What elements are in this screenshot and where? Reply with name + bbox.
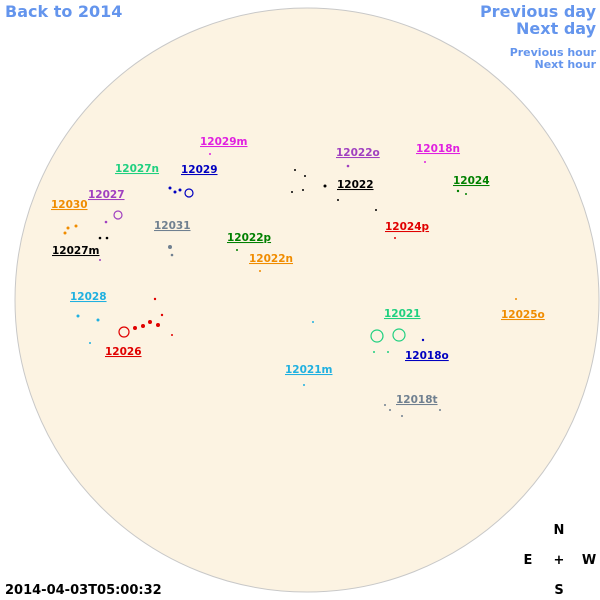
- region-label: 12022: [337, 179, 374, 191]
- region-label: 12027n: [115, 163, 159, 175]
- region-label: 12027m: [52, 245, 100, 257]
- region-label: 12024: [453, 175, 490, 187]
- back-link[interactable]: Back to 2014: [5, 2, 122, 21]
- region-label: 12026: [105, 346, 142, 358]
- region-label: 12018n: [416, 143, 460, 155]
- compass-center: +: [554, 553, 565, 568]
- region-label: 12022n: [249, 253, 293, 265]
- region-label: 12025o: [501, 309, 545, 321]
- region-label: 12029: [181, 164, 218, 176]
- compass-west: W: [582, 553, 596, 568]
- region-label: 12021: [384, 308, 421, 320]
- next-day-link[interactable]: Next day: [516, 19, 597, 38]
- region-label: 12027: [88, 189, 125, 201]
- compass-north: N: [554, 523, 565, 538]
- region-label: 12028: [70, 291, 107, 303]
- region-label: 12030: [51, 199, 88, 211]
- region-label: 12031: [154, 220, 191, 232]
- region-label: 12018t: [396, 394, 438, 406]
- spots: [63, 153, 517, 417]
- previous-hour-link[interactable]: Previous hour: [510, 46, 597, 59]
- region-labels: 12029m 12027n 12029 12022o 12018n 12022 …: [51, 136, 545, 406]
- next-hour-link[interactable]: Next hour: [535, 58, 597, 71]
- previous-day-link[interactable]: Previous day: [480, 2, 597, 21]
- region-label: 12021m: [285, 364, 333, 376]
- region-label: 12024p: [385, 221, 430, 233]
- compass-south: S: [554, 583, 563, 598]
- region-label: 12022p: [227, 232, 272, 244]
- region-label: 12018o: [405, 350, 449, 362]
- region-label: 12029m: [200, 136, 248, 148]
- region-label: 12022o: [336, 147, 380, 159]
- solar-disk: [14, 7, 600, 593]
- timestamp: 2014-04-03T05:00:32: [5, 583, 162, 598]
- compass-east: E: [524, 553, 533, 568]
